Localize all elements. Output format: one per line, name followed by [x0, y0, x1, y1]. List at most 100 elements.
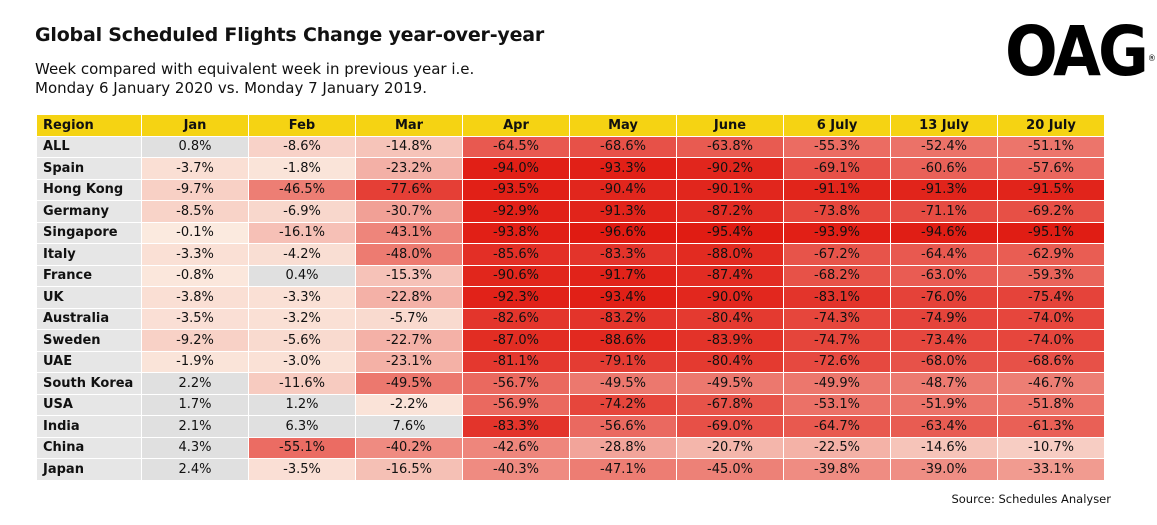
- table-row: China 4.3% -55.1% -40.2% -42.6% -28.8% -20.7% -…: [37, 437, 1104, 458]
- heat-cell: -40.3%: [463, 459, 569, 480]
- heat-cell: -83.2%: [570, 308, 676, 329]
- heat-cell: -5.7%: [356, 308, 462, 329]
- header-col-20-july: 20 July: [998, 115, 1104, 136]
- heat-cell: -1.9%: [142, 351, 248, 372]
- heat-cell: -48.0%: [356, 244, 462, 265]
- heat-cell: -74.3%: [784, 308, 890, 329]
- heat-cell: -68.2%: [784, 265, 890, 286]
- heat-cell: -87.4%: [677, 265, 783, 286]
- header-col-mar: Mar: [356, 115, 462, 136]
- heat-cell: -64.7%: [784, 416, 890, 437]
- heat-cell: -3.7%: [142, 158, 248, 179]
- heat-cell: -91.3%: [891, 179, 997, 200]
- subtitle-line-2: Monday 6 January 2020 vs. Monday 7 Janua…: [35, 79, 427, 97]
- heat-cell: -1.8%: [249, 158, 355, 179]
- heat-cell: -23.2%: [356, 158, 462, 179]
- heat-cell: -3.8%: [142, 287, 248, 308]
- heat-cell: -45.0%: [677, 459, 783, 480]
- heat-cell: -68.6%: [570, 136, 676, 157]
- heat-cell: -5.6%: [249, 330, 355, 351]
- heat-cell: -69.2%: [998, 201, 1104, 222]
- heat-cell: -8.5%: [142, 201, 248, 222]
- heat-cell: -93.3%: [570, 158, 676, 179]
- heat-cell: -14.8%: [356, 136, 462, 157]
- heat-cell: -46.5%: [249, 179, 355, 200]
- header-col-apr: Apr: [463, 115, 569, 136]
- heat-cell: -68.6%: [998, 351, 1104, 372]
- heat-cell: -2.2%: [356, 394, 462, 415]
- header-col-may: May: [570, 115, 676, 136]
- table-row: India 2.1% 6.3% 7.6% -83.3% -56.6% -69.0% -64.7…: [37, 416, 1104, 437]
- heat-cell: -95.1%: [998, 222, 1104, 243]
- heat-cell: -87.0%: [463, 330, 569, 351]
- region-label: France: [37, 265, 141, 286]
- region-label: Sweden: [37, 330, 141, 351]
- heat-cell: -90.0%: [677, 287, 783, 308]
- heat-cell: -88.6%: [570, 330, 676, 351]
- heat-cell: -90.6%: [463, 265, 569, 286]
- heat-cell: -69.0%: [677, 416, 783, 437]
- heat-cell: -91.5%: [998, 179, 1104, 200]
- heat-cell: -95.4%: [677, 222, 783, 243]
- heat-cell: -55.1%: [249, 437, 355, 458]
- heat-cell: -80.4%: [677, 351, 783, 372]
- region-label: USA: [37, 394, 141, 415]
- heat-cell: -46.7%: [998, 373, 1104, 394]
- heat-cell: -94.6%: [891, 222, 997, 243]
- heat-cell: -8.6%: [249, 136, 355, 157]
- region-label: UK: [37, 287, 141, 308]
- region-label: Australia: [37, 308, 141, 329]
- heat-cell: -73.8%: [784, 201, 890, 222]
- heat-cell: -74.0%: [998, 330, 1104, 351]
- heat-cell: -49.9%: [784, 373, 890, 394]
- heat-cell: -6.9%: [249, 201, 355, 222]
- heat-cell: -39.0%: [891, 459, 997, 480]
- heat-cell: -53.1%: [784, 394, 890, 415]
- heat-cell: -88.0%: [677, 244, 783, 265]
- heat-cell: -81.1%: [463, 351, 569, 372]
- heat-cell: -57.6%: [998, 158, 1104, 179]
- heatmap-table: Region Jan Feb Mar Apr May June 6 July 1…: [36, 114, 1105, 481]
- heat-cell: -61.3%: [998, 416, 1104, 437]
- heat-cell: -30.7%: [356, 201, 462, 222]
- heat-cell: -16.5%: [356, 459, 462, 480]
- heat-cell: -51.8%: [998, 394, 1104, 415]
- table-row: ALL 0.8% -8.6% -14.8% -64.5% -68.6% -63.8% -55.…: [37, 136, 1104, 157]
- heat-cell: -92.3%: [463, 287, 569, 308]
- heat-cell: -83.1%: [784, 287, 890, 308]
- heat-cell: -43.1%: [356, 222, 462, 243]
- heat-cell: -9.7%: [142, 179, 248, 200]
- heat-cell: -79.1%: [570, 351, 676, 372]
- heat-cell: -93.9%: [784, 222, 890, 243]
- heat-cell: -73.4%: [891, 330, 997, 351]
- table-row: Spain -3.7% -1.8% -23.2% -94.0% -93.3% -90.2% -…: [37, 158, 1104, 179]
- heat-cell: -23.1%: [356, 351, 462, 372]
- region-label: Japan: [37, 459, 141, 480]
- heat-cell: -59.3%: [998, 265, 1104, 286]
- heat-cell: -76.0%: [891, 287, 997, 308]
- region-label: China: [37, 437, 141, 458]
- heat-cell: -67.2%: [784, 244, 890, 265]
- heat-cell: -4.2%: [249, 244, 355, 265]
- heat-cell: -90.2%: [677, 158, 783, 179]
- heat-cell: -83.3%: [570, 244, 676, 265]
- table-row: Germany -8.5% -6.9% -30.7% -92.9% -91.3% -87.2…: [37, 201, 1104, 222]
- heat-cell: -90.4%: [570, 179, 676, 200]
- heat-cell: -62.9%: [998, 244, 1104, 265]
- registered-mark: ®: [1147, 53, 1156, 64]
- header-region: Region: [37, 115, 141, 136]
- heat-cell: -94.0%: [463, 158, 569, 179]
- region-label: Spain: [37, 158, 141, 179]
- chart-title: Global Scheduled Flights Change year-ove…: [35, 24, 545, 46]
- heat-cell: -87.2%: [677, 201, 783, 222]
- table-row: Australia -3.5% -3.2% -5.7% -82.6% -83.2% -80.…: [37, 308, 1104, 329]
- heat-cell: -77.6%: [356, 179, 462, 200]
- heat-cell: -22.8%: [356, 287, 462, 308]
- source-note: Source: Schedules Analyser: [951, 492, 1111, 506]
- heat-cell: -64.4%: [891, 244, 997, 265]
- heat-cell: 1.7%: [142, 394, 248, 415]
- heat-cell: -42.6%: [463, 437, 569, 458]
- heat-cell: 6.3%: [249, 416, 355, 437]
- table-row: USA 1.7% 1.2% -2.2% -56.9% -74.2% -67.8% -53.1%…: [37, 394, 1104, 415]
- table-row: South Korea 2.2% -11.6% -49.5% -56.7% -49.5% -…: [37, 373, 1104, 394]
